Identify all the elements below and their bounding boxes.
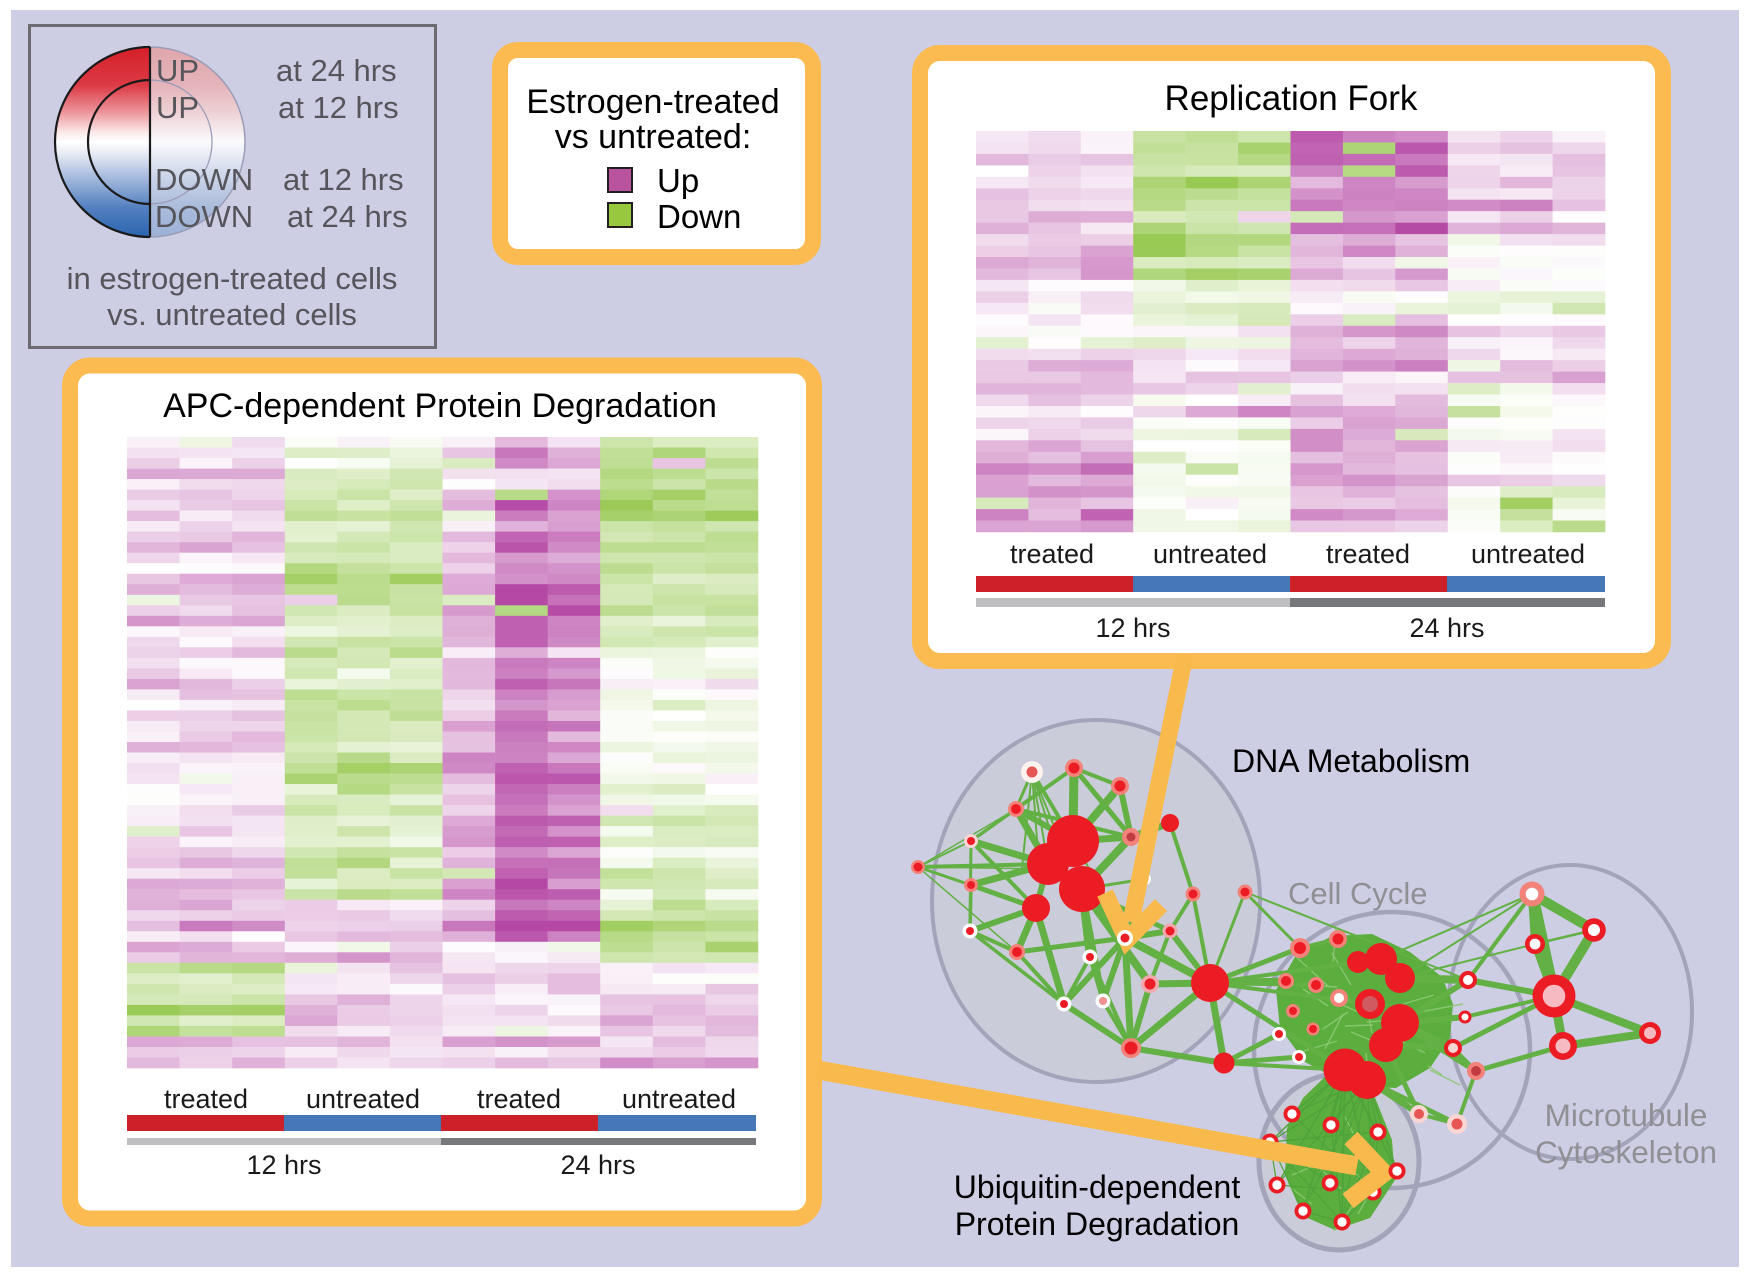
svg-text:DNA Metabolism: DNA Metabolism [1232, 743, 1470, 779]
svg-text:untreated: untreated [622, 1084, 736, 1114]
svg-text:at 12 hrs: at 12 hrs [283, 162, 404, 197]
svg-text:UP: UP [156, 90, 199, 125]
svg-text:Cell Cycle: Cell Cycle [1288, 876, 1428, 911]
svg-text:24 hrs: 24 hrs [1409, 613, 1484, 643]
svg-text:Down: Down [657, 198, 741, 235]
svg-text:Cytoskeleton: Cytoskeleton [1535, 1134, 1717, 1170]
svg-text:at 24 hrs: at 24 hrs [276, 53, 397, 88]
svg-text:at 24 hrs: at 24 hrs [287, 199, 408, 234]
svg-text:treated: treated [1010, 539, 1094, 569]
svg-text:treated: treated [164, 1084, 248, 1114]
svg-text:APC-dependent Protein Degradat: APC-dependent Protein Degradation [163, 387, 717, 425]
svg-text:untreated: untreated [1471, 539, 1585, 569]
svg-text:vs untreated:: vs untreated: [555, 118, 752, 156]
svg-text:vs. untreated cells: vs. untreated cells [107, 297, 357, 332]
svg-text:Replication Fork: Replication Fork [1165, 79, 1418, 118]
svg-text:in estrogen-treated cells: in estrogen-treated cells [67, 261, 398, 296]
svg-text:untreated: untreated [306, 1084, 420, 1114]
svg-text:Estrogen-treated: Estrogen-treated [526, 83, 779, 121]
svg-text:UP: UP [156, 53, 199, 88]
svg-text:Ubiquitin-dependent: Ubiquitin-dependent [954, 1169, 1241, 1205]
svg-text:12 hrs: 12 hrs [1095, 613, 1170, 643]
svg-text:24 hrs: 24 hrs [560, 1150, 635, 1180]
svg-text:Protein Degradation: Protein Degradation [955, 1206, 1240, 1242]
svg-text:treated: treated [477, 1084, 561, 1114]
svg-text:at 12 hrs: at 12 hrs [278, 90, 399, 125]
svg-text:DOWN: DOWN [155, 199, 253, 234]
svg-text:12 hrs: 12 hrs [246, 1150, 321, 1180]
svg-text:Up: Up [657, 162, 699, 199]
svg-text:Microtubule: Microtubule [1545, 1097, 1708, 1133]
svg-text:treated: treated [1326, 539, 1410, 569]
svg-text:DOWN: DOWN [155, 162, 253, 197]
svg-text:untreated: untreated [1153, 539, 1267, 569]
